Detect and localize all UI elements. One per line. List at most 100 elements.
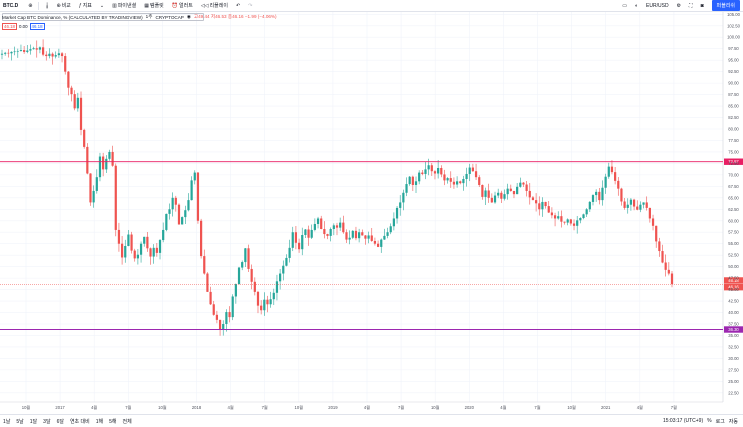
range-button[interactable]: 6달	[56, 418, 64, 425]
y-tick-label: 82.50	[728, 115, 739, 120]
candle-body	[313, 223, 316, 230]
candle-body	[79, 97, 83, 130]
range-button[interactable]: 5날	[16, 418, 24, 425]
candle-body	[525, 184, 528, 191]
alert-button[interactable]: ⏰ 얼러트	[168, 2, 197, 10]
candle-body	[83, 129, 86, 147]
y-tick-label: 97.50	[728, 46, 739, 51]
y-tick-label: 50.00	[728, 264, 739, 269]
replay-button[interactable]: ◁◁ 리플레이	[197, 2, 232, 10]
percent-toggle[interactable]: %	[707, 418, 712, 424]
candle-body	[576, 220, 579, 226]
candle-body	[310, 229, 313, 238]
candle-body	[658, 241, 661, 252]
chevron-down-icon[interactable]: ⌄	[99, 2, 105, 9]
y-tick-label: 45.00	[728, 287, 739, 292]
bar-style-icon[interactable]: ╽	[45, 2, 49, 9]
range-buttons: 1날 5날 1달 3달 6달 연초 대비 1해 5해 전체	[0, 418, 135, 425]
candle-body	[32, 48, 35, 50]
candle-body	[143, 236, 146, 244]
candle-body	[459, 181, 462, 184]
candle-body	[29, 49, 32, 51]
candle-body	[541, 201, 544, 210]
camera-icon[interactable]: ◙	[700, 2, 704, 9]
candle-body	[250, 268, 253, 282]
range-button[interactable]: 3달	[43, 418, 51, 425]
candle-body	[0, 53, 4, 55]
undo-icon[interactable]: ↶	[235, 2, 241, 9]
log-toggle[interactable]: 로그	[715, 418, 725, 425]
compare-label: 비교	[61, 3, 71, 9]
compare-button[interactable]: ⊕ 비교	[53, 2, 75, 10]
candle-body	[471, 167, 475, 172]
candle-body	[304, 229, 307, 235]
candle-body	[522, 182, 525, 185]
range-button[interactable]: 연초 대비	[69, 418, 90, 425]
y-tick-label: 52.50	[728, 253, 739, 258]
currency-selector[interactable]: EUR/USD	[646, 2, 669, 9]
auto-toggle[interactable]: 자동	[728, 418, 738, 425]
range-button[interactable]: 1해	[95, 418, 104, 425]
buy-price[interactable]: 46.18	[29, 23, 45, 30]
candle-body	[222, 324, 225, 330]
candle-body	[203, 256, 206, 274]
symbol-search[interactable]: BTC.D	[3, 2, 19, 9]
candle-body	[41, 47, 45, 55]
y-tick-label: 40.00	[728, 310, 739, 315]
x-tick-label: 10월	[295, 404, 304, 411]
candle-body	[399, 202, 402, 208]
candle-body	[500, 192, 503, 199]
candle-body	[389, 226, 392, 233]
candle-body	[468, 167, 471, 174]
y-tick-label: 62.50	[728, 207, 739, 212]
candlestick-chart[interactable]: 72.87 36.30 46.18 46.16 22.50 25.00 27.50 30.00…	[0, 12, 743, 414]
candle-body	[433, 171, 437, 174]
candle-body	[595, 191, 598, 196]
candle-body	[45, 54, 48, 57]
candle-body	[626, 204, 629, 208]
candle-body	[326, 234, 329, 236]
candle-body	[272, 292, 275, 300]
templates-label: 템플릿	[149, 3, 164, 9]
templates-button[interactable]: ▦ 템플릿	[140, 2, 168, 10]
publish-button[interactable]: 퍼블리쉬	[711, 0, 740, 11]
candle-body	[133, 250, 136, 259]
candle-body	[348, 237, 351, 240]
candle-body	[19, 50, 23, 51]
financials-button[interactable]: ▥ 파이낸셜	[108, 2, 140, 10]
rewind-icon: ◁◁	[200, 2, 209, 9]
candle-body	[465, 173, 468, 180]
clock-time[interactable]: 15:03:17 (UTC+9)	[662, 418, 704, 424]
candle-body	[411, 176, 414, 185]
range-button[interactable]: 전체	[122, 418, 132, 425]
candle-body	[165, 213, 168, 230]
candle-body	[367, 235, 370, 239]
candle-body	[544, 201, 547, 207]
eye-icon[interactable]: ◉	[186, 14, 191, 19]
bottom-right: 15:03:17 (UTC+9) % 로그 자동	[663, 418, 743, 425]
candle-body	[437, 168, 440, 174]
range-button[interactable]: 1날	[3, 418, 11, 425]
y-tick-label: 75.00	[728, 149, 739, 154]
candle-body	[538, 203, 541, 210]
fullscreen-icon[interactable]: ⛶	[689, 2, 693, 9]
candle-body	[291, 232, 294, 248]
range-button[interactable]: 1달	[29, 418, 38, 425]
current-price-tag	[724, 277, 743, 284]
replay-label: 리플레이	[209, 3, 228, 9]
candle-body	[282, 265, 285, 274]
indicators-button[interactable]: ƒ 지표	[75, 2, 96, 10]
candle-body	[76, 97, 79, 109]
layout-icon[interactable]: ▭	[622, 2, 628, 9]
toolbar-right: ▭ ◐ EUR/USD ⚙ ⛶ ◙ 퍼블리쉬	[618, 0, 743, 11]
redo-icon[interactable]: ↷	[248, 2, 253, 9]
candle-body	[316, 218, 320, 224]
range-button[interactable]: 5해	[109, 418, 117, 425]
sell-price[interactable]: 46.18	[2, 23, 17, 30]
candle-body	[345, 232, 348, 240]
candle-body	[231, 296, 234, 318]
add-symbol-icon[interactable]: ⊕	[28, 2, 33, 9]
candle-body	[670, 273, 674, 285]
gear-icon[interactable]: ⚙	[676, 2, 682, 9]
candle-body	[64, 56, 67, 72]
